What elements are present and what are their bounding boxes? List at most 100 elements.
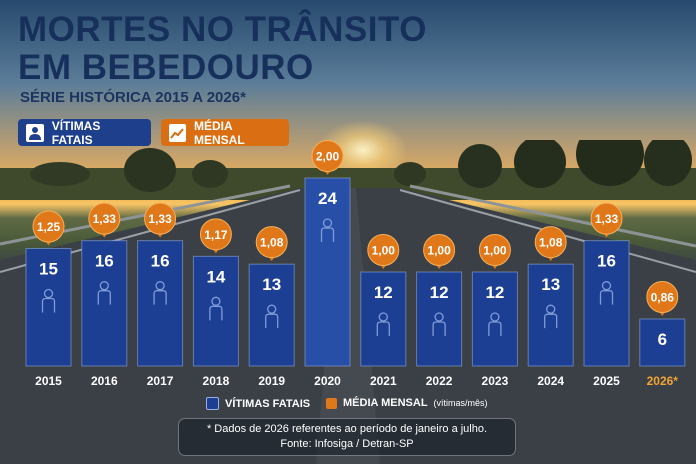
bar: [137, 240, 184, 367]
media-bubble: 1,00: [478, 234, 511, 269]
x-tick-label: 2018: [203, 374, 230, 388]
x-tick-label: 2020: [314, 374, 341, 388]
media-bubble: 1,17: [199, 218, 232, 254]
media-value-label: 1,00: [427, 244, 451, 258]
bar-value-label: 13: [541, 275, 560, 294]
x-tick-label: 2024: [537, 374, 564, 388]
bar-value-label: 24: [318, 189, 337, 208]
bar: [639, 318, 686, 367]
media-value-label: 1,00: [372, 244, 396, 258]
bar: [25, 248, 72, 367]
media-value-label: 1,08: [260, 236, 284, 250]
bar-group-2015: 15 1,25 2015: [25, 210, 72, 388]
bar-value-label: 15: [39, 260, 58, 279]
x-tick-label: 2017: [147, 374, 174, 388]
monthly-average-chip-label: MÉDIA MENSAL: [193, 118, 245, 147]
bar-value-label: 16: [95, 252, 114, 271]
bar-group-2016: 16 1,33 2016: [81, 202, 128, 388]
media-bubble: 1,25: [32, 210, 65, 246]
media-value-label: 1,08: [539, 236, 563, 250]
x-tick-label: 2015: [35, 374, 62, 388]
person-outline-icon: [544, 304, 558, 329]
person-outline-icon: [320, 218, 335, 242]
bar: [471, 271, 518, 367]
bar: [583, 240, 630, 367]
media-bubble: 1,33: [88, 202, 121, 238]
bar-group-2017: 16 1,33 2017: [137, 202, 184, 388]
person-outline-icon: [432, 312, 446, 336]
bar-group-2025: 16 1,33 2025: [583, 202, 630, 388]
x-tick-label: 2016: [91, 374, 118, 388]
legend-media: MÉDIA MENSAL (vítimas/mês): [326, 397, 488, 409]
x-tick-label: 2021: [370, 374, 397, 388]
bar-value-label: 12: [430, 283, 449, 302]
media-value-label: 0,86: [651, 291, 675, 305]
footnote-period: * Dados de 2026 referentes ao período de…: [206, 423, 488, 435]
x-tick-label: 2022: [426, 374, 453, 388]
x-tick-label: 2025: [593, 374, 620, 388]
bar-group-2020: 24 2,00 2020: [304, 140, 351, 388]
media-bubble: 1,08: [255, 226, 288, 262]
legend-media-unit: (vítimas/mês): [433, 398, 488, 408]
media-value-label: 1,00: [483, 244, 507, 258]
footnote-source: Fonte: Infosiga / Detran-SP: [280, 438, 414, 450]
fatal-victims-chip: VÍTIMAS FATAIS: [18, 118, 151, 147]
media-bubble: 1,00: [423, 234, 456, 269]
bar-value-label: 16: [597, 252, 616, 271]
media-value-label: 1,33: [148, 212, 172, 226]
bar: [192, 255, 239, 367]
bar-value-label: 12: [374, 283, 393, 302]
media-bubble: 1,08: [534, 226, 567, 262]
media-bubble: 1,33: [590, 202, 623, 238]
page-title-line2: EM BEBEDOURO: [18, 48, 314, 87]
legend-media-label: MÉDIA MENSAL: [343, 397, 428, 409]
trend-chart-icon: [169, 123, 186, 142]
media-bubble: 2,00: [311, 140, 344, 175]
bar: [248, 263, 295, 367]
person-outline-icon: [376, 312, 390, 336]
media-value-label: 1,33: [93, 212, 117, 226]
media-value-label: 1,17: [204, 228, 228, 242]
person-outline-icon: [209, 296, 223, 321]
x-tick-label: 2026*: [647, 374, 679, 388]
media-value-label: 1,33: [595, 212, 619, 226]
bar: [527, 263, 574, 367]
legend-swatch-fatal: [206, 397, 219, 410]
person-outline-icon: [97, 281, 111, 305]
bar: [81, 240, 128, 367]
bar: [360, 271, 407, 367]
legend-fatal-label: VÍTIMAS FATAIS: [225, 397, 311, 410]
bar-value-label: 13: [262, 275, 281, 294]
monthly-average-chip: MÉDIA MENSAL: [161, 118, 289, 147]
bar-group-2023: 12 1,00 2023: [471, 234, 518, 388]
bar-group-2019: 13 1,08 2019: [248, 226, 295, 388]
person-outline-icon: [153, 281, 167, 305]
person-icon: [26, 123, 44, 142]
bar-group-2026: 6 0,86 2026*: [639, 281, 686, 388]
legend-swatch-media: [326, 397, 337, 409]
bar-value-label: 6: [658, 330, 667, 349]
media-bubble: 0,86: [646, 281, 679, 316]
footnote-box: * Dados de 2026 referentes ao período de…: [178, 418, 516, 456]
media-bubble: 1,00: [367, 234, 400, 269]
fatal-victims-chip-label: VÍTIMAS FATAIS: [51, 118, 101, 147]
media-value-label: 1,25: [37, 220, 61, 234]
page-title-line1: MORTES NO TRÂNSITO: [18, 10, 427, 49]
page-subtitle: SÉRIE HISTÓRICA 2015 A 2026*: [20, 89, 246, 106]
bar-group-2024: 13 1,08 2024: [527, 226, 574, 388]
bar-value-label: 16: [151, 252, 170, 271]
person-outline-icon: [488, 312, 502, 336]
person-outline-icon: [41, 288, 56, 313]
person-outline-icon: [599, 281, 614, 305]
person-outline-icon: [265, 304, 279, 329]
bar-value-label: 14: [206, 267, 225, 286]
x-tick-label: 2023: [482, 374, 509, 388]
legend-fatal: VÍTIMAS FATAIS: [206, 397, 310, 410]
bar: [416, 271, 463, 367]
bar-group-2022: 12 1,00 2022: [416, 234, 463, 388]
media-value-label: 2,00: [316, 150, 340, 164]
bar-group-2021: 12 1,00 2021: [360, 234, 407, 388]
bar-value-label: 12: [485, 283, 504, 302]
